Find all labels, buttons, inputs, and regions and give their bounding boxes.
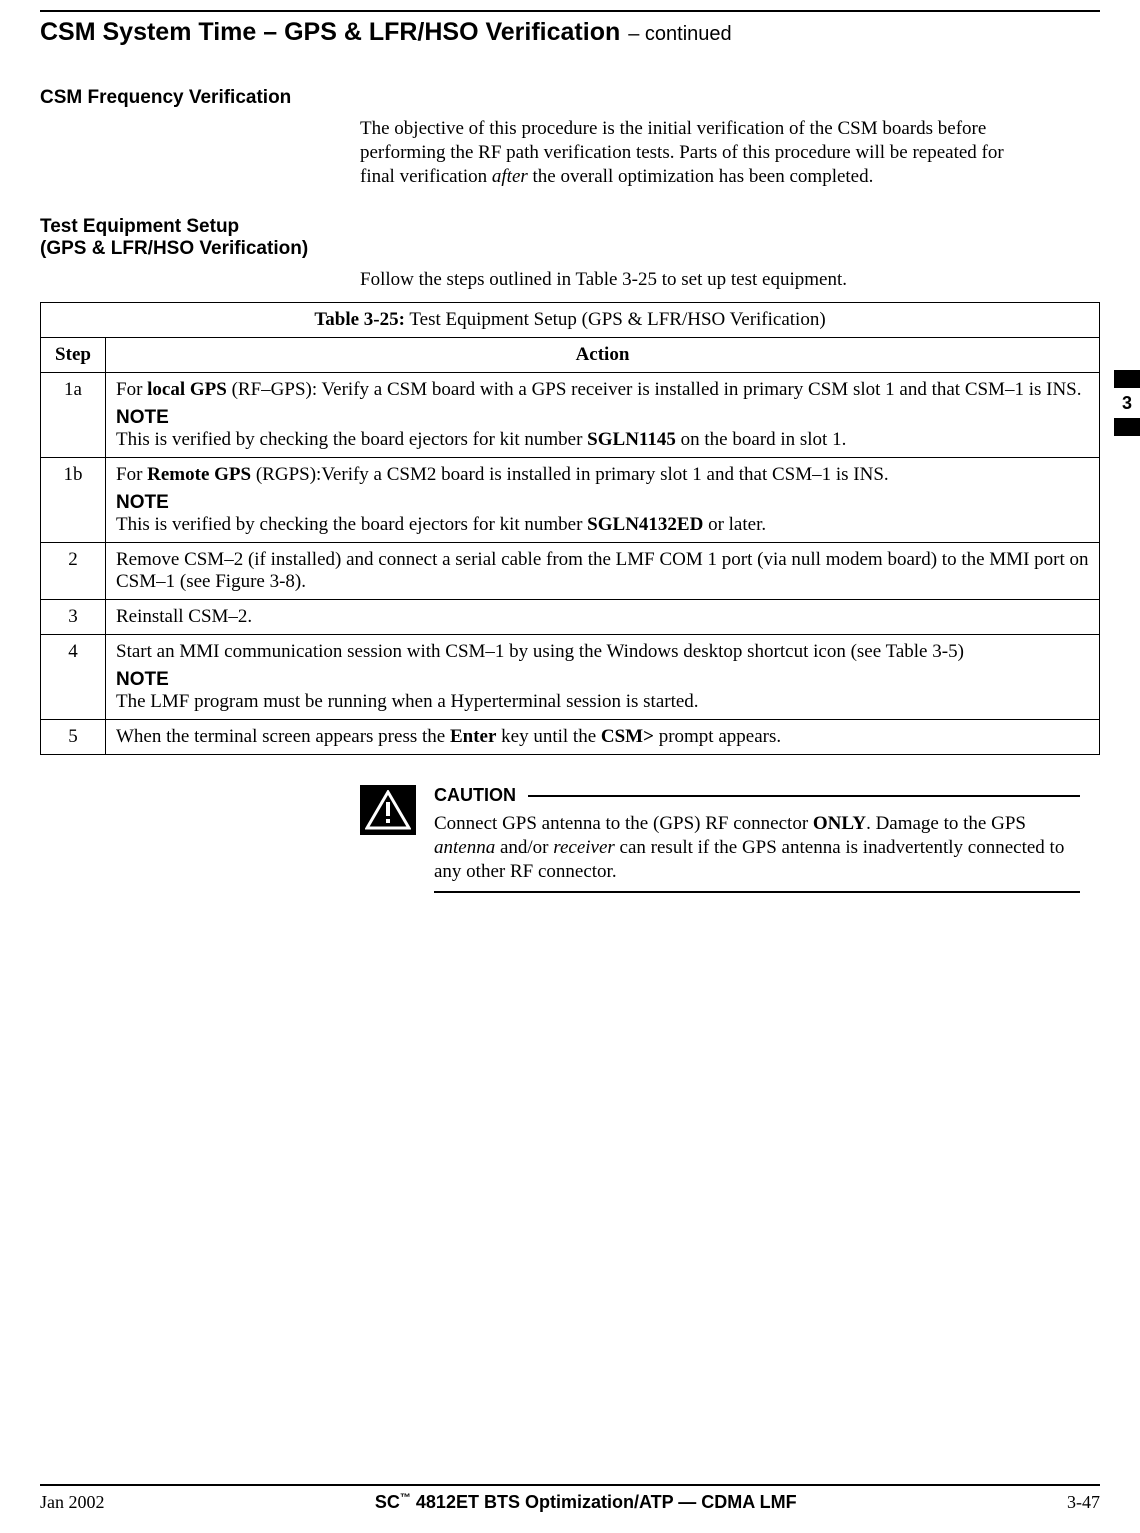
action-cell: Remove CSM–2 (if installed) and connect … (106, 543, 1100, 600)
action-cell: Start an MMI communication session with … (106, 635, 1100, 720)
chapter-tab-number: 3 (1114, 388, 1140, 418)
procedure-table: Table 3-25: Test Equipment Setup (GPS & … (40, 302, 1100, 755)
step-cell: 1b (41, 458, 106, 543)
note-label: NOTE (116, 407, 1089, 429)
footer-date: Jan 2002 (40, 1492, 105, 1513)
step-cell: 4 (41, 635, 106, 720)
freq-paragraph: The objective of this procedure is the i… (360, 117, 1040, 188)
footer-page: 3-47 (1067, 1492, 1100, 1513)
page-header: CSM System Time – GPS & LFR/HSO Verifica… (40, 18, 1100, 47)
step-cell: 5 (41, 720, 106, 755)
step-cell: 3 (41, 600, 106, 635)
footer-title: SC™ 4812ET BTS Optimization/ATP — CDMA L… (375, 1492, 797, 1513)
action-cell: Reinstall CSM–2. (106, 600, 1100, 635)
table-row: 5 When the terminal screen appears press… (41, 720, 1100, 755)
caution-label: CAUTION (434, 785, 516, 806)
col-header-action: Action (106, 338, 1100, 373)
header-continued: – continued (628, 23, 731, 46)
table-row: 3 Reinstall CSM–2. (41, 600, 1100, 635)
step-cell: 2 (41, 543, 106, 600)
caution-text: Connect GPS antenna to the (GPS) RF conn… (434, 810, 1080, 893)
header-title: CSM System Time – GPS & LFR/HSO Verifica… (40, 18, 620, 47)
action-cell: For Remote GPS (RGPS):Verify a CSM2 boar… (106, 458, 1100, 543)
table-caption: Table 3-25: Test Equipment Setup (GPS & … (41, 303, 1100, 338)
table-row: 2 Remove CSM–2 (if installed) and connec… (41, 543, 1100, 600)
caution-block: CAUTION Connect GPS antenna to the (GPS)… (360, 785, 1080, 893)
table-row: 1a For local GPS (RF–GPS): Verify a CSM … (41, 373, 1100, 458)
action-cell: For local GPS (RF–GPS): Verify a CSM boa… (106, 373, 1100, 458)
action-cell: When the terminal screen appears press t… (106, 720, 1100, 755)
col-header-step: Step (41, 338, 106, 373)
section-title-setup: Test Equipment Setup (GPS & LFR/HSO Veri… (40, 216, 1100, 260)
note-label: NOTE (116, 669, 1089, 691)
table-row: 1b For Remote GPS (RGPS):Verify a CSM2 b… (41, 458, 1100, 543)
table-row: 4 Start an MMI communication session wit… (41, 635, 1100, 720)
setup-intro: Follow the steps outlined in Table 3-25 … (360, 268, 1040, 292)
section-title-freq: CSM Frequency Verification (40, 87, 1100, 109)
note-label: NOTE (116, 492, 1089, 514)
step-cell: 1a (41, 373, 106, 458)
chapter-tab: 3 (1114, 370, 1140, 436)
page-footer: Jan 2002 SC™ 4812ET BTS Optimization/ATP… (40, 1484, 1100, 1513)
caution-icon (360, 785, 416, 835)
